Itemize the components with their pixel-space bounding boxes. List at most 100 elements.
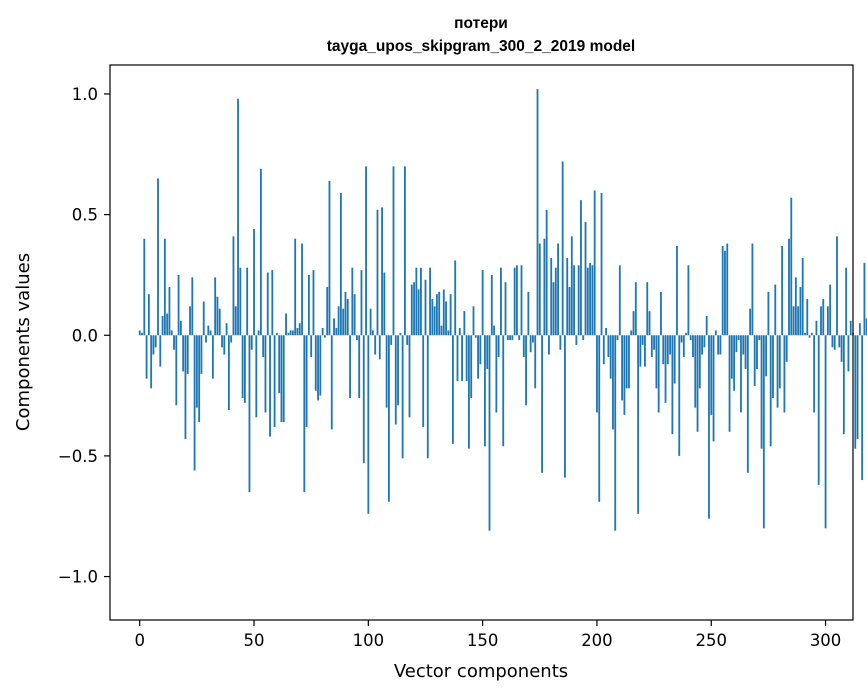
bar-component-148 [477,335,479,379]
bar-component-119 [410,284,413,336]
bar-component-56 [266,272,269,336]
bar-component-93 [351,267,354,336]
bar-component-173 [534,335,537,389]
bar-component-243 [694,335,697,408]
bar-component-227 [657,335,660,413]
bar-component-225 [653,335,656,350]
bar-component-280 [778,335,781,389]
bar-component-200 [596,335,598,413]
bar-component-234 [673,335,676,384]
bar-component-125 [424,279,427,336]
bar-component-247 [703,335,706,348]
bar-component-52 [257,330,260,336]
bar-component-49 [250,335,253,350]
bar-component-255 [721,245,724,336]
bar-component-166 [518,335,521,341]
bar-component-306 [838,335,841,348]
bar-component-140 [458,328,461,336]
bar-component-262 [737,335,740,341]
bar-component-77 [314,335,317,391]
bar-component-157 [497,335,500,357]
bar-component-20 [184,335,187,440]
bar-component-245 [698,335,701,389]
bar-component-118 [408,335,411,418]
bar-component-131 [438,291,441,336]
bar-component-144 [468,335,470,449]
x-tick-label: 0 [134,631,145,650]
bar-component-112 [394,335,397,425]
bar-component-259 [730,335,733,379]
bar-component-182 [554,267,557,336]
bar-component-317 [863,262,866,336]
bar-component-212 [623,335,626,415]
bar-component-218 [637,335,640,514]
bar-component-66 [289,330,292,336]
bar-component-31 [209,330,212,336]
bar-component-240 [687,265,690,336]
bar-component-300 [824,335,827,529]
bar-component-23 [191,277,194,336]
bar-component-241 [689,335,692,341]
bar-component-96 [358,335,361,398]
y-tick-label: −0.5 [58,447,98,466]
bar-component-297 [817,335,820,485]
bar-component-178 [545,209,548,336]
bar-component-265 [744,335,747,370]
bar-component-206 [609,335,612,379]
bar-component-237 [680,335,683,343]
bar-component-113 [397,335,399,406]
bar-component-1 [141,332,143,336]
bar-component-209 [616,335,619,341]
bar-component-116 [403,166,406,336]
bar-component-101 [369,308,372,336]
bar-component-230 [664,335,667,403]
bar-component-291 [804,332,806,336]
bar-component-55 [264,335,267,413]
bar-component-282 [783,335,786,413]
bar-component-48 [248,335,251,493]
bar-component-135 [447,330,450,336]
bar-component-159 [502,335,505,447]
bar-component-253 [717,335,720,355]
bar-component-111 [392,166,395,336]
bar-component-103 [374,335,377,355]
bar-component-195 [584,221,587,336]
bar-component-82 [326,287,329,336]
bar-component-86 [335,328,338,336]
bar-component-213 [625,335,628,389]
bar-component-117 [406,335,409,345]
bar-component-187 [566,258,569,336]
y-tick-label: 1.0 [72,85,98,104]
bar-component-167 [520,265,523,336]
bar-component-198 [591,265,594,336]
bar-component-12 [166,313,169,336]
bar-component-201 [598,335,601,502]
bar-component-290 [801,258,804,336]
bar-component-267 [749,308,752,336]
bar-component-78 [317,335,319,401]
bar-component-249 [708,335,710,519]
bar-component-75 [310,335,313,357]
bar-component-36 [221,335,223,348]
bar-component-273 [762,335,765,529]
bar-component-165 [516,265,518,336]
bar-component-38 [225,323,228,336]
bar-component-61 [278,335,281,394]
bar-component-272 [760,335,763,449]
bar-component-162 [509,335,511,341]
bar-component-81 [323,335,326,338]
bar-component-104 [376,209,379,336]
bar-component-100 [367,335,370,514]
bar-component-193 [580,200,582,336]
bar-component-11 [163,238,166,336]
bar-component-15 [173,335,175,350]
chart-title: потери [454,15,508,32]
bar-component-183 [557,243,560,336]
bar-component-310 [847,335,850,372]
bar-component-123 [420,267,422,336]
bar-component-34 [216,296,219,336]
bar-component-313 [854,335,857,449]
bar-component-184 [559,335,562,350]
bar-component-87 [337,306,340,336]
bar-component-185 [561,161,564,336]
